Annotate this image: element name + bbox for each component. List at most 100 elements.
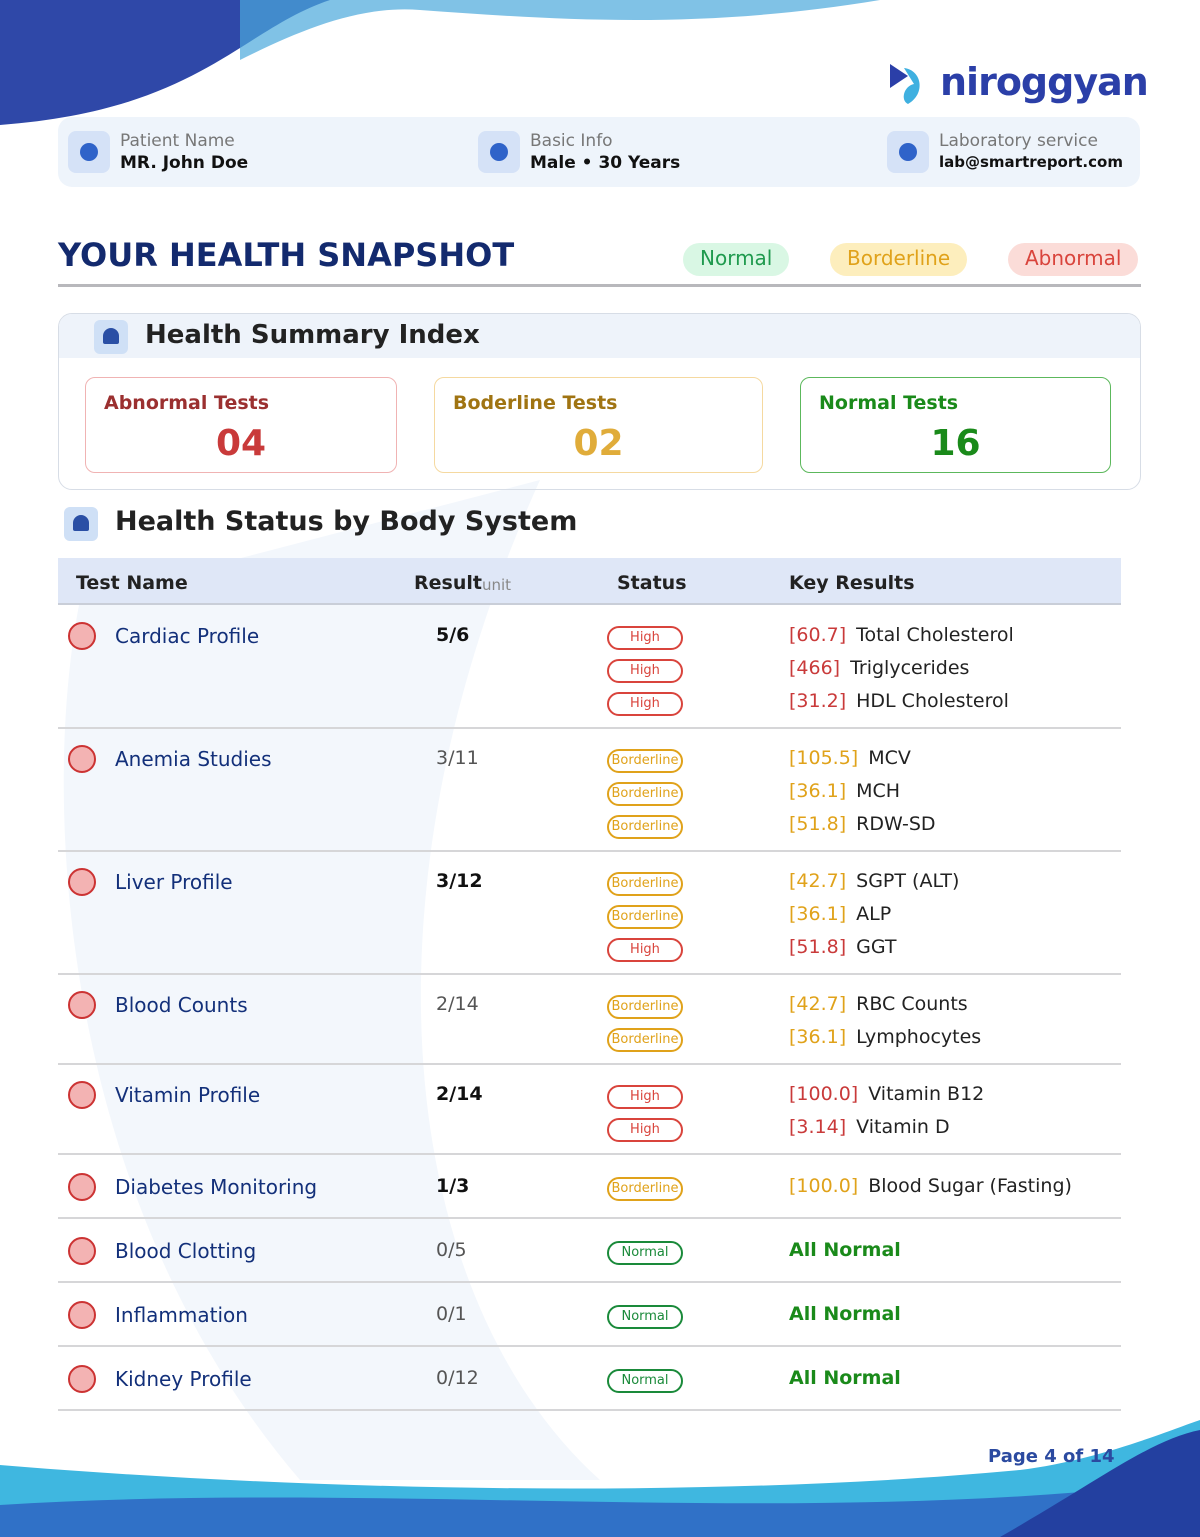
- patient-value: Male • 30 Years: [530, 153, 681, 173]
- key-value: [36.1]: [789, 1026, 847, 1048]
- status-pill: High: [607, 1118, 683, 1142]
- status-pill: Borderline: [607, 1028, 683, 1052]
- system-name: Kidney Profile: [115, 1367, 252, 1391]
- key-name: RBC Counts: [856, 993, 968, 1015]
- system-name: Blood Counts: [115, 993, 248, 1017]
- card-value: 04: [215, 423, 267, 464]
- table-body: Cardiac Profile 5/6 High High High [60.7] Tota…: [58, 606, 1121, 1411]
- result: 0/12: [436, 1367, 479, 1389]
- title-rule: [58, 284, 1141, 287]
- key-name: Lymphocytes: [856, 1026, 982, 1048]
- system-name: Anemia Studies: [115, 747, 272, 771]
- key-value: [100.0]: [789, 1175, 859, 1197]
- table-row: Inflammation 0/1 Normal All Normal: [58, 1283, 1121, 1347]
- result: 1/3: [436, 1175, 470, 1197]
- summary-card: Normal Tests 16: [800, 377, 1111, 473]
- key-result: [100.0] Vitamin B12: [789, 1083, 984, 1105]
- row-icon: [68, 1237, 96, 1265]
- status-pill: Borderline: [607, 782, 683, 806]
- key-value: [42.7]: [789, 870, 847, 892]
- patient-info: Patient Name MR. John Doe: [68, 131, 248, 173]
- status-pill: Borderline: [607, 1177, 683, 1201]
- patient-icon: [478, 131, 520, 173]
- result: 3/11: [436, 747, 479, 769]
- key-result: [51.8] RDW-SD: [789, 813, 936, 835]
- key-name: Vitamin B12: [868, 1083, 985, 1105]
- key-name: RDW-SD: [856, 813, 936, 835]
- key-summary: All Normal: [789, 1239, 901, 1261]
- key-value: [3.14]: [789, 1116, 847, 1138]
- card-label: Boderline Tests: [453, 392, 618, 414]
- status-pill: Borderline: [607, 872, 683, 896]
- table-row: Liver Profile 3/12 Borderline Borderline Hig…: [58, 852, 1121, 975]
- card-value: 02: [573, 423, 624, 464]
- key-name: Triglycerides: [850, 657, 970, 679]
- key-summary: All Normal: [789, 1303, 901, 1325]
- key-result: [60.7] Total Cholesterol: [789, 624, 1014, 646]
- row-icon: [68, 1081, 96, 1109]
- key-value: [60.7]: [789, 624, 847, 646]
- key-value: [51.8]: [789, 936, 847, 958]
- col-unit: unit: [482, 576, 512, 594]
- patient-value: MR. John Doe: [120, 153, 249, 173]
- system-name: Cardiac Profile: [115, 624, 260, 648]
- key-name: HDL Cholesterol: [856, 690, 1009, 712]
- summary-card: Boderline Tests 02: [434, 377, 763, 473]
- key-result: [36.1] Lymphocytes: [789, 1026, 981, 1048]
- result: 5/6: [436, 624, 470, 646]
- key-result: All Normal: [789, 1239, 901, 1261]
- key-result: [100.0] Blood Sugar (Fasting): [789, 1175, 1072, 1197]
- col-key: Key Results: [789, 572, 915, 594]
- status-pill: Borderline: [607, 905, 683, 929]
- card-value: 16: [930, 423, 981, 464]
- key-result: [42.7] RBC Counts: [789, 993, 968, 1015]
- key-value: [466]: [789, 657, 841, 679]
- key-value: [42.7]: [789, 993, 847, 1015]
- icon-dot: [80, 143, 98, 161]
- row-icon: [68, 745, 96, 773]
- key-name: SGPT (ALT): [856, 870, 960, 892]
- key-name: MCV: [868, 747, 911, 769]
- patient-icon: [887, 131, 929, 173]
- col-result: Result: [414, 572, 482, 594]
- table-row: Blood Clotting 0/5 Normal All Normal: [58, 1219, 1121, 1283]
- key-summary: All Normal: [789, 1367, 901, 1389]
- key-value: [36.1]: [789, 903, 847, 925]
- table-row: Blood Counts 2/14 Borderline Borderline [42.…: [58, 975, 1121, 1065]
- status-pill: Borderline: [607, 995, 683, 1019]
- status-pill: High: [607, 626, 683, 650]
- key-value: [105.5]: [789, 747, 859, 769]
- patient-bar: Patient Name MR. John Doe Basic Info Male •…: [58, 117, 1140, 187]
- key-name: Blood Sugar (Fasting): [868, 1175, 1072, 1197]
- status-pill: High: [607, 938, 683, 962]
- key-name: Vitamin D: [856, 1116, 950, 1138]
- row-icon: [68, 1301, 96, 1329]
- key-result: [466] Triglycerides: [789, 657, 969, 679]
- summary-title: Health Summary Index: [59, 314, 1140, 358]
- key-name: Total Cholesterol: [856, 624, 1014, 646]
- page-number: Page 4 of 14: [988, 1446, 1115, 1467]
- patient-label: Laboratory service: [939, 131, 1098, 151]
- patient-text: Patient Name MR. John Doe: [120, 131, 248, 173]
- table-row: Vitamin Profile 2/14 High High [100.0] Vitami…: [58, 1065, 1121, 1155]
- legend-pill: Abnormal: [1008, 243, 1139, 276]
- key-name: MCH: [856, 780, 901, 802]
- key-result: [3.14] Vitamin D: [789, 1116, 950, 1138]
- result: 2/14: [436, 993, 479, 1015]
- page-title: YOUR HEALTH SNAPSHOT: [58, 236, 515, 274]
- result: 0/5: [436, 1239, 467, 1261]
- table-header: Test Name Result unit Status Key Results: [58, 558, 1121, 605]
- patient-info: Laboratory service lab@smartreport.com: [887, 131, 1123, 173]
- status-pill: Borderline: [607, 815, 683, 839]
- patient-icon: [68, 131, 110, 173]
- table-row: Anemia Studies 3/11 Borderline Borderline Bo…: [58, 729, 1121, 852]
- key-name: GGT: [856, 936, 897, 958]
- key-value: [36.1]: [789, 780, 847, 802]
- key-value: [31.2]: [789, 690, 847, 712]
- patient-label: Patient Name: [120, 131, 235, 151]
- summary-card: Abnormal Tests 04: [85, 377, 397, 473]
- patient-text: Laboratory service lab@smartreport.com: [939, 131, 1123, 173]
- patient-value: lab@smartreport.com: [939, 153, 1123, 171]
- legend-pill: Normal: [683, 243, 790, 276]
